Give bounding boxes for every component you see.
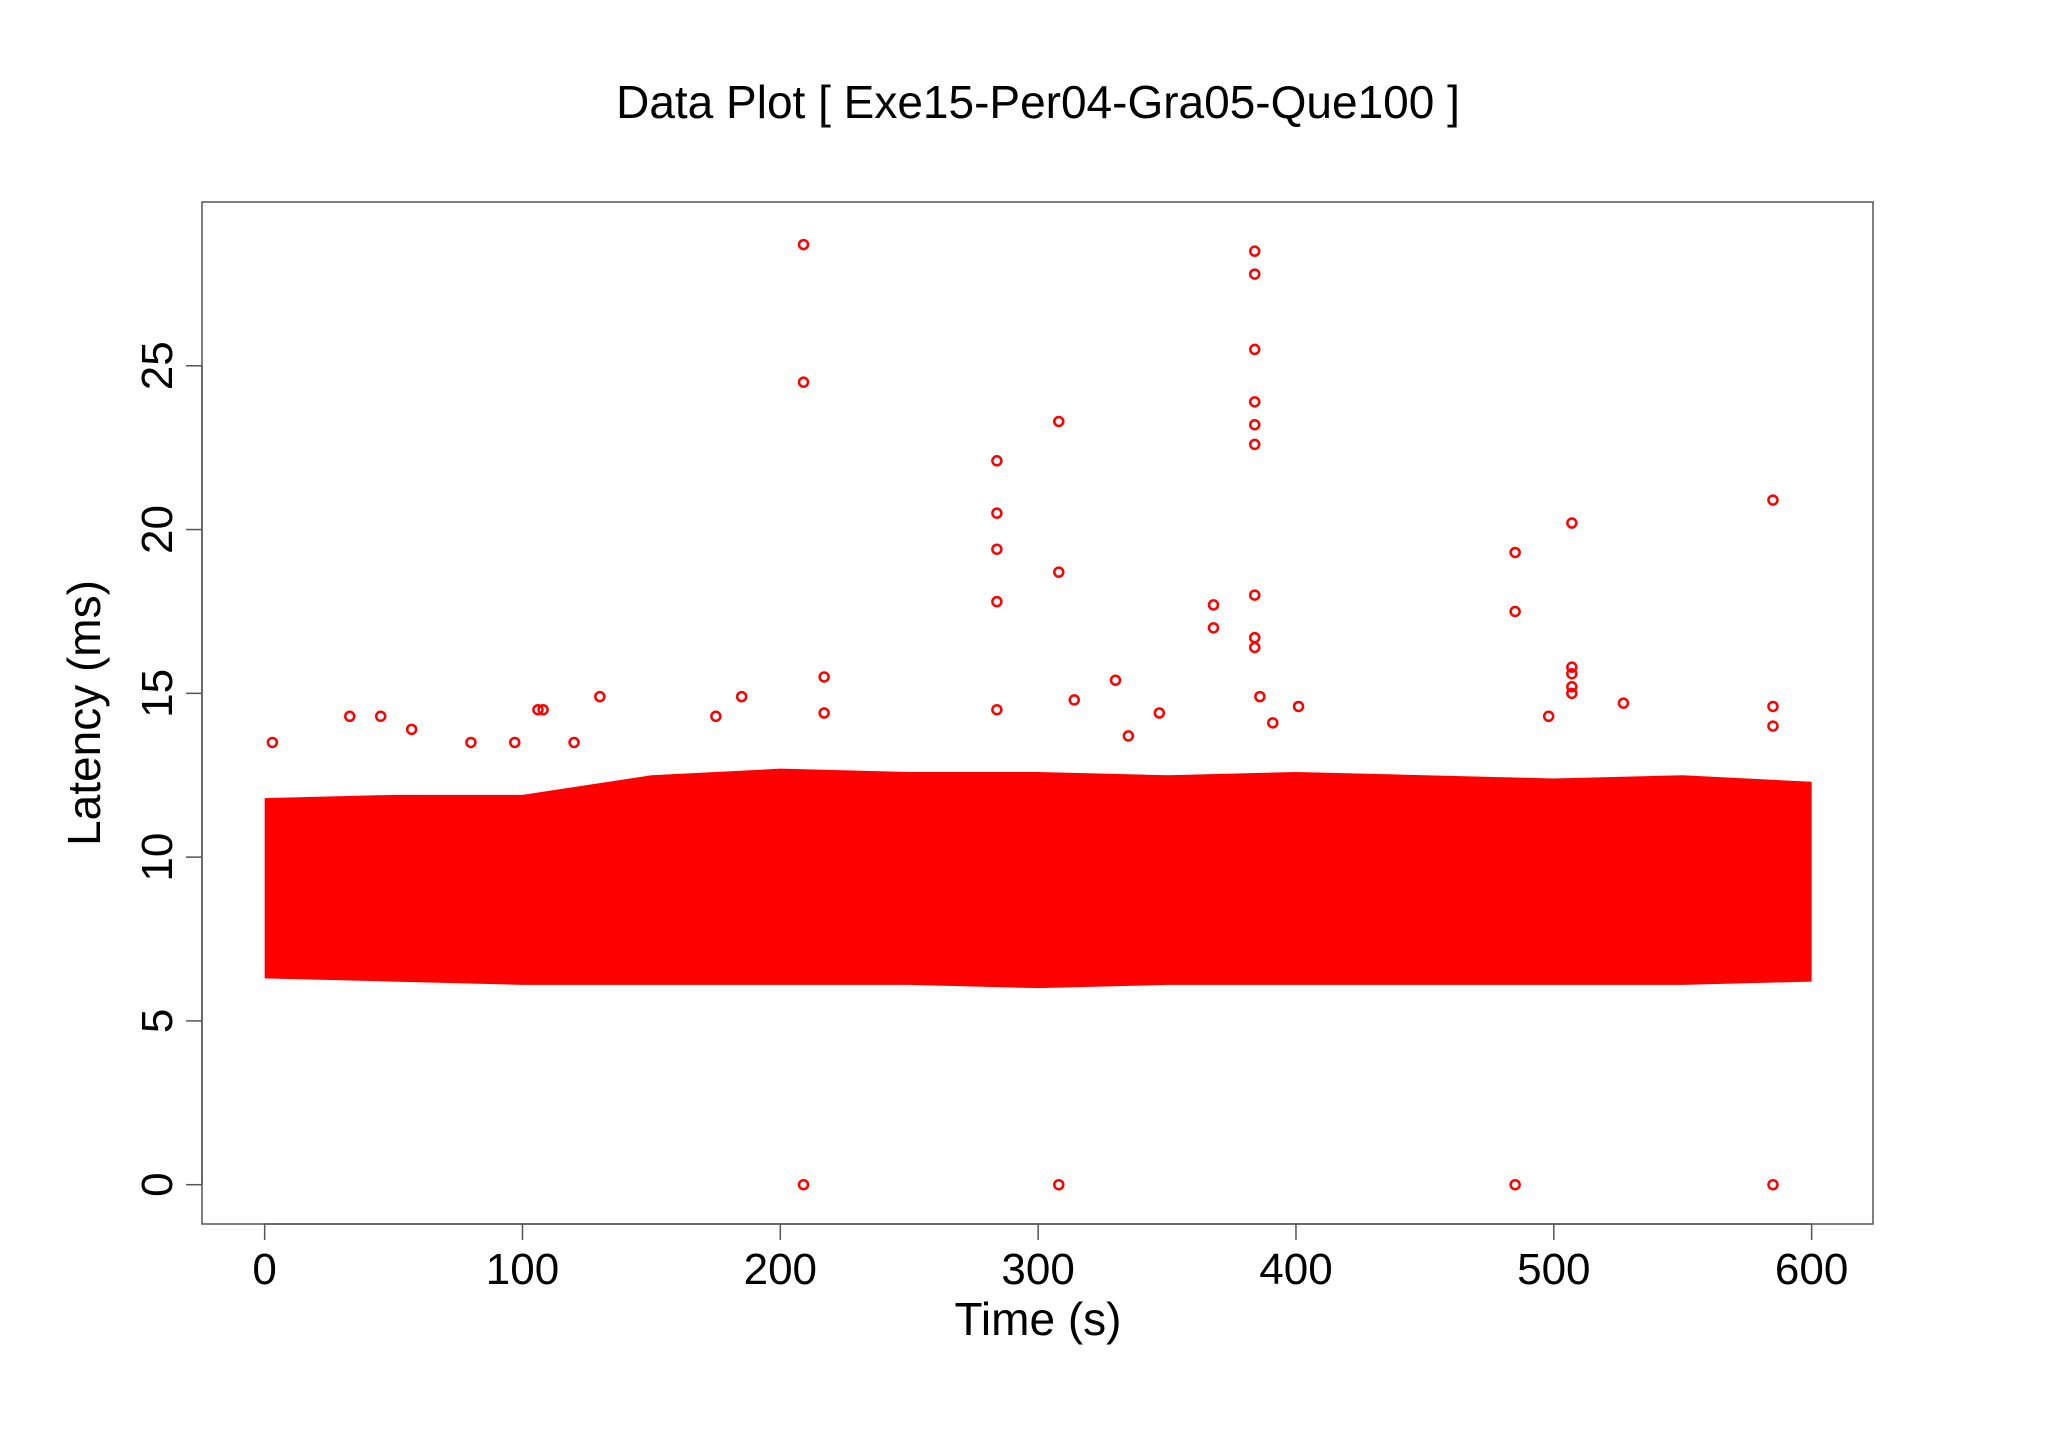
point	[1053, 1178, 1065, 1191]
point	[797, 238, 810, 251]
point	[1109, 674, 1122, 686]
point	[1248, 268, 1261, 280]
y-tick-label: 20	[133, 505, 182, 554]
point	[405, 723, 418, 736]
x-tick-label: 400	[1259, 1245, 1332, 1294]
point	[343, 710, 356, 723]
point	[1566, 661, 1578, 673]
point	[465, 736, 477, 749]
point	[1068, 694, 1080, 706]
point	[537, 703, 549, 716]
plot-frame	[201, 201, 1874, 1225]
point	[1207, 599, 1220, 611]
x-tick-label: 300	[1001, 1245, 1074, 1294]
point	[1248, 343, 1261, 356]
point	[1566, 667, 1578, 680]
y-axis-label: Latency (ms)	[58, 580, 110, 846]
x-tick-label: 500	[1517, 1245, 1590, 1294]
point	[1248, 418, 1261, 431]
point	[1053, 566, 1065, 578]
x-axis-label: Time (s)	[955, 1293, 1122, 1345]
point	[991, 703, 1003, 716]
point	[735, 690, 748, 703]
point	[1767, 720, 1779, 732]
point	[1248, 589, 1261, 601]
point	[991, 455, 1003, 467]
point	[1566, 517, 1578, 529]
point	[818, 671, 830, 683]
chart-title: Data Plot [ Exe15-Per04-Gra05-Que100 ]	[616, 76, 1460, 128]
y-tick-label: 5	[133, 1009, 182, 1033]
dense-band	[264, 768, 1812, 989]
x-tick-label: 0	[252, 1245, 276, 1294]
y-tick-label: 0	[133, 1172, 182, 1196]
x-tick-label: 600	[1775, 1245, 1848, 1294]
point	[1122, 730, 1135, 742]
point	[1292, 700, 1305, 713]
point	[1509, 605, 1521, 618]
x-tick-label: 100	[486, 1245, 559, 1294]
point	[594, 690, 606, 703]
point	[1248, 631, 1261, 644]
point	[1767, 700, 1779, 713]
y-tick-label: 10	[133, 833, 182, 882]
point	[266, 736, 279, 749]
point	[818, 707, 830, 719]
point	[1254, 690, 1266, 703]
point	[374, 710, 387, 723]
point	[991, 507, 1003, 519]
point	[1566, 681, 1578, 693]
point	[1248, 396, 1261, 408]
point	[1248, 438, 1261, 451]
x-tick-label: 200	[744, 1245, 817, 1294]
point	[1767, 494, 1779, 506]
point	[1542, 710, 1555, 723]
point	[797, 1178, 810, 1191]
point	[1153, 707, 1166, 719]
point	[1267, 717, 1279, 729]
point	[1509, 546, 1521, 559]
y-tick-label: 25	[133, 341, 182, 390]
y-tick-label: 15	[133, 669, 182, 718]
point	[1248, 641, 1261, 654]
point	[1566, 687, 1578, 700]
point	[568, 736, 580, 749]
point	[991, 543, 1003, 555]
point	[1509, 1178, 1521, 1191]
point	[1053, 415, 1065, 428]
point	[1207, 622, 1220, 634]
point	[1248, 245, 1261, 257]
point	[991, 595, 1003, 608]
point	[1617, 697, 1630, 709]
point	[508, 736, 521, 749]
point	[797, 376, 810, 388]
point	[532, 703, 544, 716]
point	[710, 710, 722, 723]
point	[1767, 1178, 1779, 1191]
